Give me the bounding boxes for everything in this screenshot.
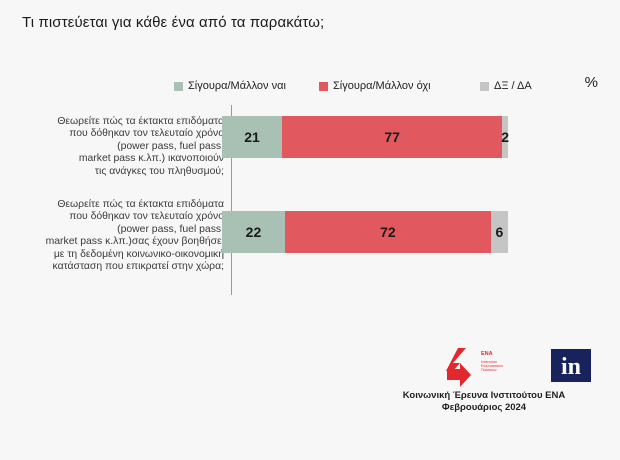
- source-caption: Κοινωνική Έρευνα Ινστιτούτου ΕΝΑ Φεβρουά…: [384, 390, 584, 414]
- legend-swatch-no: [319, 81, 328, 91]
- category-label-1-line-3: (power pass, fuel pass,: [117, 140, 224, 152]
- source-caption-line-2: Φεβρουάριος 2024: [441, 402, 527, 413]
- legend-label-yes: Σίγουρα/Μάλλον ναι: [188, 80, 286, 92]
- bar-dk-1: 2: [501, 116, 510, 158]
- legend-label-dk: ΔΞ / ΔΑ: [494, 80, 532, 92]
- category-label-1-line-2: που δόθηκαν τον τελευταίο χρόνο: [69, 128, 224, 140]
- in-logo-background: [551, 349, 591, 382]
- ena-logo-mark: [446, 348, 471, 387]
- category-label-1-line-1: Θεωρείτε πώς τα έκτακτα επιδόματα: [57, 116, 224, 127]
- category-axis-line: [231, 105, 232, 295]
- category-label-2-line-4: market pass κ.λπ.)σας έχουν βοηθήσει: [45, 236, 224, 248]
- category-label-2-line-1: Θεωρείτε πώς τα έκτακτα επιδόματα: [57, 199, 224, 210]
- source-caption-line-1: Κοινωνική Έρευνα Ινστιτούτου ΕΝΑ: [402, 390, 566, 401]
- bar-yes-1: 21: [222, 116, 283, 158]
- category-label-2-line-6: κατάσταση που επικρατεί στην χώρα;: [52, 261, 225, 273]
- page-title: Τι πιστεύεται για κάθε ένα από τα παρακά…: [22, 14, 325, 31]
- legend-item-yes: Σίγουρα/Μάλλον ναι: [174, 80, 286, 92]
- category-label-2-line-3: (power pass, fuel pass,: [117, 223, 224, 235]
- category-label-2-line-5: με τη δεδομένη κοινωνικο-οικονομική: [53, 248, 224, 260]
- bar-row-2: 22 72 6: [222, 211, 508, 253]
- legend-item-dk: ΔΞ / ΔΑ: [480, 80, 532, 92]
- data-label-yes-1: 21: [244, 129, 260, 145]
- bar-yes-2: 22: [222, 211, 285, 253]
- bar-no-2: 72: [284, 211, 491, 253]
- data-label-dk-2: 6: [495, 224, 504, 240]
- data-label-dk-1: 2: [501, 129, 510, 145]
- category-label-2-line-2: που δόθηκαν τον τελευταίο χρόνο: [69, 211, 224, 223]
- category-label-2: Θεωρείτε πώς τα έκτακτα επιδόματα που δό…: [24, 199, 224, 273]
- category-label-1-line-5: τις ανάγκες του πληθυσμού;: [94, 165, 224, 177]
- bar-row-1: 21 77 2: [222, 116, 510, 158]
- ena-logo-subtitle-2: Εναλλακτικών: [481, 364, 503, 368]
- unit-label: %: [584, 74, 598, 91]
- category-label-1-line-4: market pass κ.λπ.) ικανοποιούν: [78, 153, 224, 165]
- in-logo-text: in: [561, 354, 581, 380]
- legend-swatch-yes: [174, 81, 183, 91]
- data-label-no-2: 72: [380, 224, 396, 240]
- chart-legend: Σίγουρα/Μάλλον ναι Σίγουρα/Μάλλον όχι ΔΞ…: [0, 80, 620, 94]
- data-label-no-1: 77: [384, 129, 400, 145]
- data-label-yes-2: 22: [245, 224, 262, 240]
- ena-logo-subtitle-1: Ινστιτούτο: [481, 360, 497, 364]
- legend-swatch-dk: [480, 81, 489, 91]
- legend-item-no: Σίγουρα/Μάλλον όχι: [319, 80, 431, 92]
- ena-logo-name: ΕΝΑ: [481, 351, 493, 357]
- legend-label-no: Σίγουρα/Μάλλον όχι: [333, 80, 431, 92]
- category-label-1: Θεωρείτε πώς τα έκτακτα επιδόματα που δό…: [24, 116, 224, 178]
- ena-logo-subtitle-3: Πολιτικών: [481, 368, 497, 372]
- ena-logo: ΕΝΑ Ινστιτούτο Εναλλακτικών Πολιτικών: [446, 348, 503, 387]
- in-logo: in: [551, 349, 591, 382]
- bar-dk-2: 6: [490, 211, 508, 253]
- bar-no-1: 77: [282, 116, 503, 158]
